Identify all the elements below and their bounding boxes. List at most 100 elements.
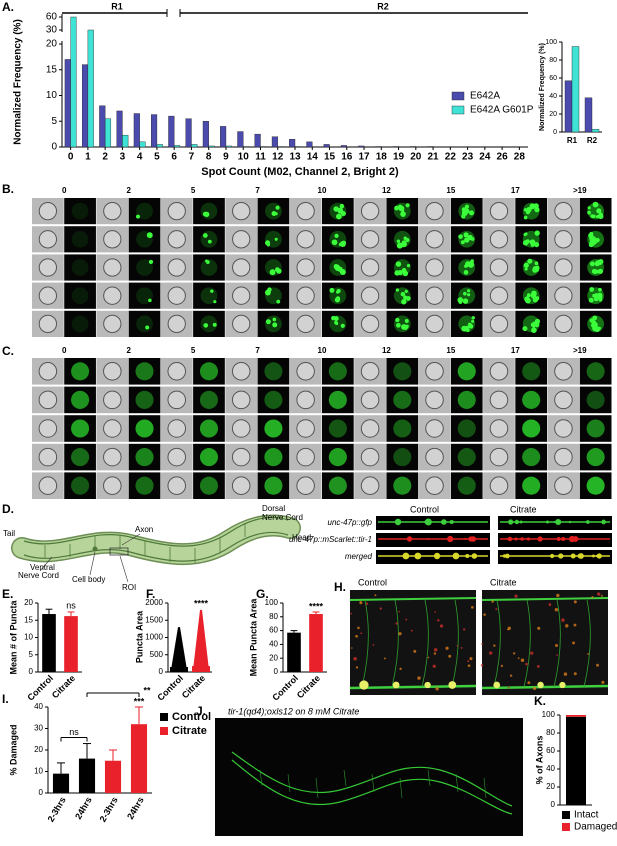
- puncta: [493, 644, 496, 647]
- bar: [191, 144, 198, 148]
- micrograph: [215, 718, 523, 836]
- cell: [425, 314, 444, 334]
- column-label: 12: [382, 186, 391, 195]
- fluorescence-cell: [386, 415, 419, 442]
- gfp-signal: [200, 315, 218, 333]
- x-tick-label: Citrate: [50, 673, 77, 700]
- fluorescence-cell: [257, 358, 290, 385]
- y-axis-title: Mean Puncta Area: [248, 598, 258, 677]
- diagram-label: ROI: [122, 583, 136, 592]
- cell: [554, 314, 573, 334]
- x-tick-label: 23: [462, 152, 474, 163]
- gfp-spot: [523, 208, 528, 212]
- cell: [231, 390, 251, 410]
- region-label: R1: [111, 1, 123, 11]
- commissure: [523, 599, 531, 688]
- x-tick-label: 1: [85, 152, 91, 163]
- panel-label: E.: [2, 587, 13, 601]
- y-tick-label: 1000: [145, 633, 163, 642]
- gfp-spot: [460, 240, 465, 245]
- cell: [296, 362, 315, 381]
- y-tick-label: 60: [546, 746, 555, 755]
- x-tick-label: 3: [120, 152, 126, 163]
- puncta: [468, 536, 474, 542]
- gfp-spot: [467, 289, 471, 293]
- gfp-spot: [334, 233, 339, 238]
- puncta: [432, 664, 436, 668]
- cell: [360, 362, 380, 381]
- diagram-label: Dorsal: [262, 504, 285, 513]
- cell: [38, 230, 58, 249]
- fluorescence-cell: [257, 198, 290, 225]
- column-label: 5: [191, 186, 196, 195]
- fluorescence-cell: [322, 415, 354, 442]
- annotation: ***: [134, 696, 145, 706]
- cell: [489, 258, 509, 277]
- y-tick-label: 20: [549, 111, 557, 118]
- diagram-label: Head: [292, 533, 311, 542]
- gfp-spot: [148, 298, 152, 303]
- gfp-spot: [458, 300, 463, 304]
- fluorescence-cell: [64, 254, 96, 281]
- y-tick-label: 500: [150, 650, 164, 659]
- gfp-signal: [264, 419, 283, 438]
- panel-label: A.: [2, 0, 14, 14]
- fluorescence-cell: [322, 226, 354, 253]
- cell: [232, 286, 251, 305]
- bar: [70, 16, 77, 148]
- fluorescence-cell: [193, 386, 225, 414]
- commissures: [44, 523, 246, 563]
- puncta: [447, 535, 454, 543]
- fluorescence-cell: [257, 226, 290, 253]
- gfp-signal: [522, 448, 541, 467]
- y-tick-label: 20: [546, 782, 555, 791]
- cell: [489, 447, 509, 467]
- bar: [202, 121, 209, 148]
- legend-label: Intact: [574, 810, 599, 821]
- micrograph: [350, 590, 476, 695]
- x-tick-label: 16: [341, 152, 353, 163]
- puncta: [519, 520, 523, 524]
- puncta: [514, 537, 518, 541]
- commissure: [371, 773, 375, 793]
- fluorescence-cell: [193, 282, 225, 309]
- gfp-spot: [462, 298, 469, 304]
- cell: [489, 201, 509, 221]
- cell-body: [559, 681, 566, 689]
- gfp-spot: [269, 269, 276, 276]
- gfp-spot: [396, 239, 401, 243]
- puncta: [537, 626, 541, 630]
- cell: [425, 390, 444, 410]
- y-tick-label: 2000: [145, 598, 163, 607]
- puncta: [406, 536, 413, 542]
- bar: [564, 80, 573, 133]
- bar: [591, 129, 600, 133]
- cell: [103, 258, 122, 277]
- gfp-spot: [463, 232, 469, 238]
- puncta: [536, 664, 540, 668]
- puncta: [596, 553, 602, 559]
- puncta: [439, 624, 444, 628]
- cell: [554, 201, 573, 221]
- bar: [323, 144, 330, 148]
- gfp-spot: [534, 230, 540, 236]
- fluorescence-cell: [450, 443, 483, 471]
- fluorescence-cell: [579, 386, 612, 414]
- bar-segment: [566, 715, 586, 717]
- x-tick-label: Control: [155, 673, 185, 703]
- cell: [103, 286, 122, 305]
- cell-body: [424, 681, 431, 689]
- gfp-signal: [136, 202, 153, 220]
- cell: [103, 314, 122, 334]
- gfp-spot: [527, 258, 533, 264]
- y-axis-title: % of Axons: [534, 736, 544, 785]
- cell: [554, 230, 573, 249]
- cell-body: [448, 681, 457, 689]
- gfp-spot: [471, 316, 475, 320]
- bar: [277, 146, 284, 148]
- y-tick-label: 40: [549, 93, 557, 100]
- y-tick-label: 20: [34, 745, 43, 754]
- bar: [168, 115, 175, 148]
- puncta: [489, 651, 493, 655]
- gfp-spot: [336, 213, 342, 220]
